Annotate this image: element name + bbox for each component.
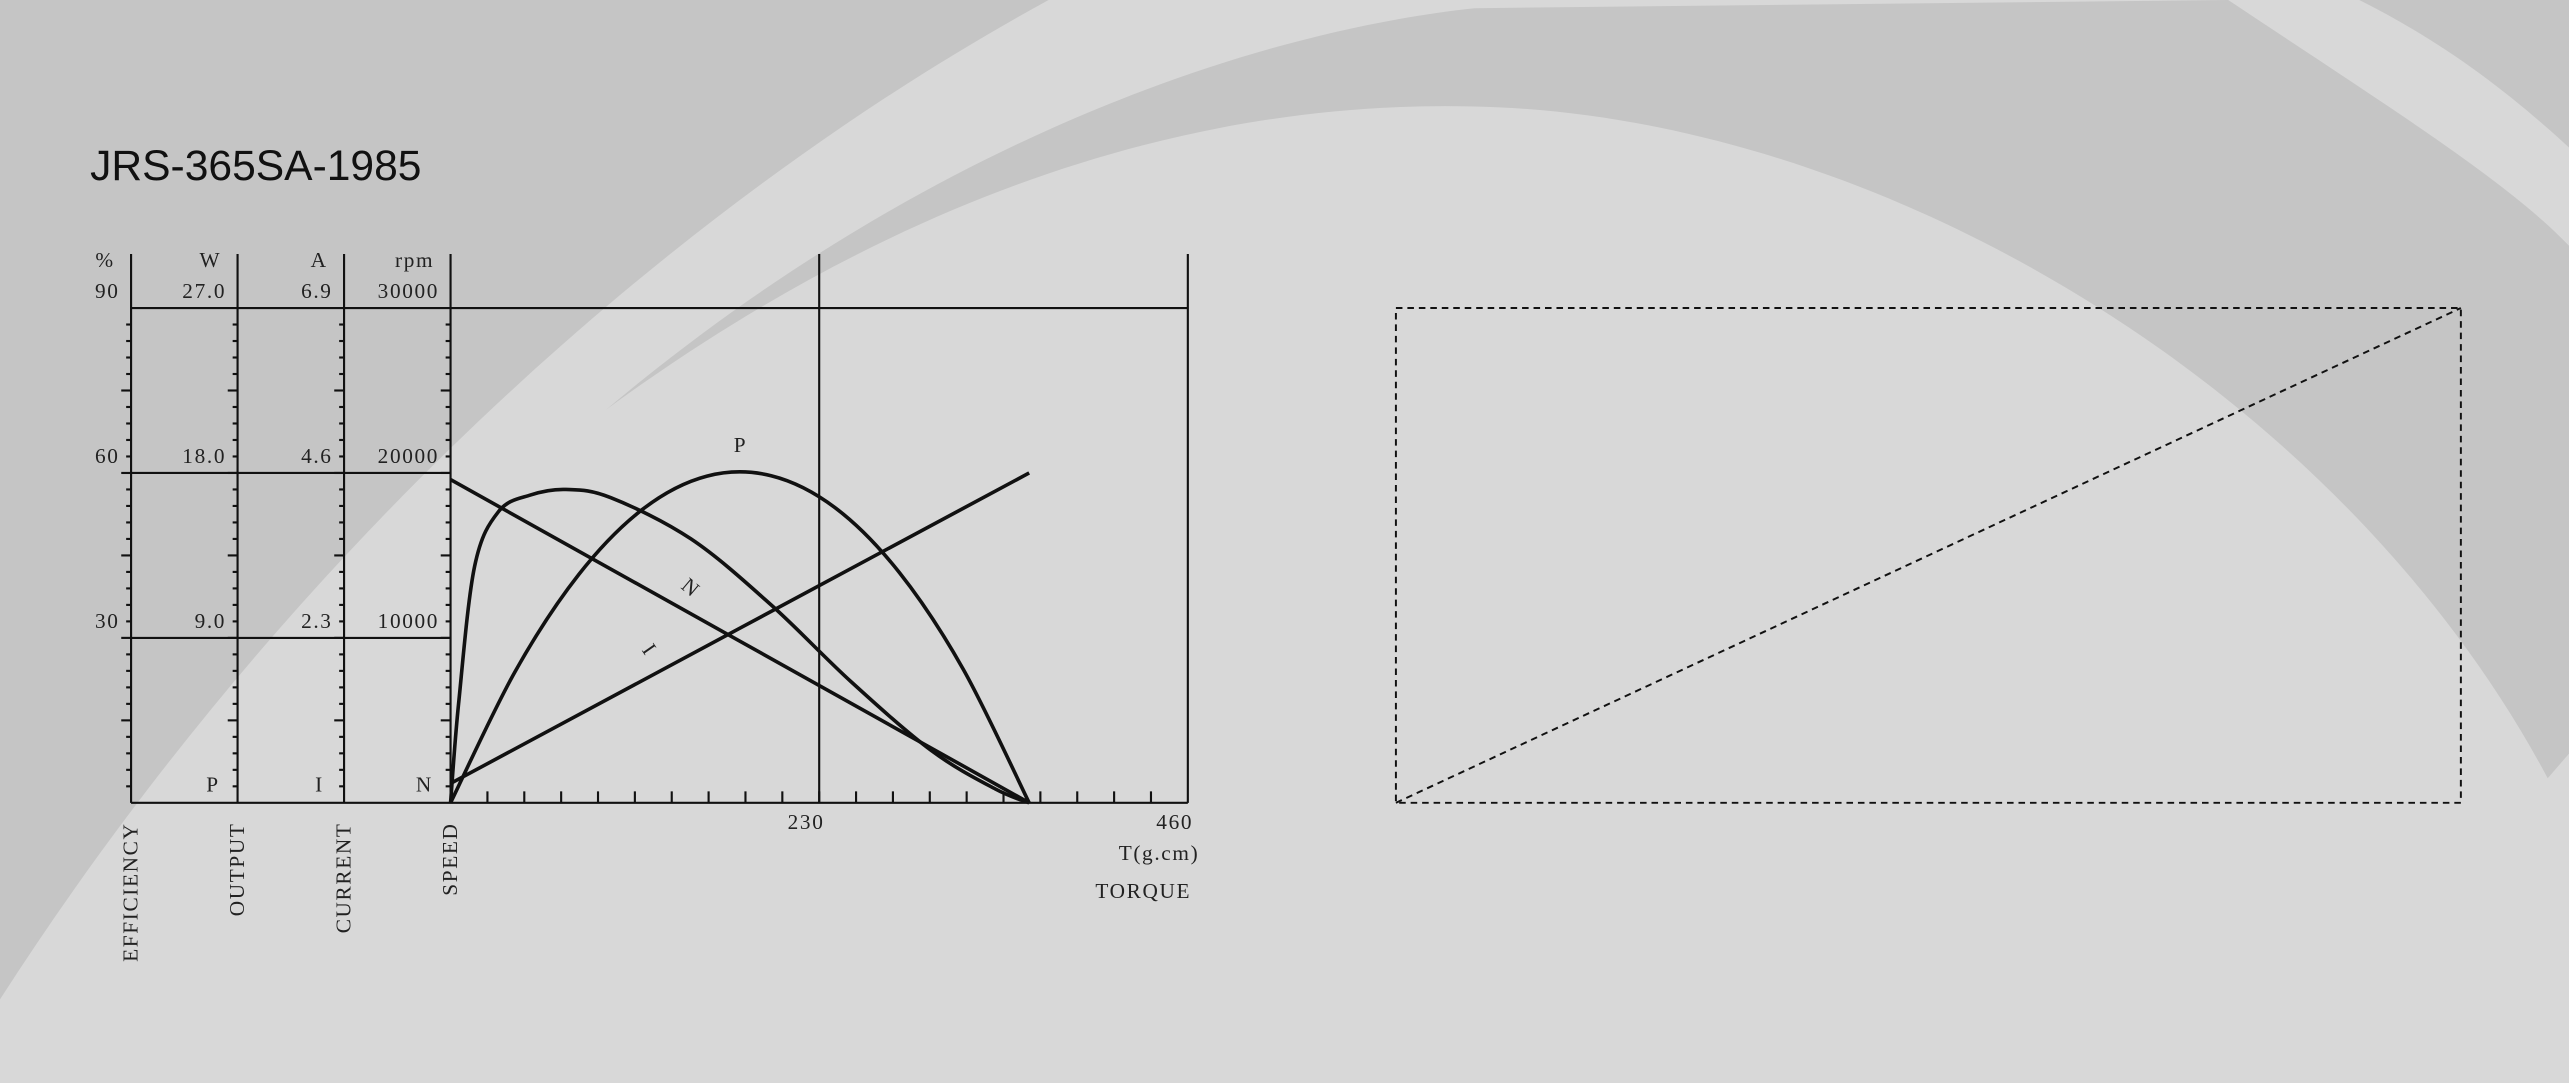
curve-label: P — [734, 433, 747, 457]
background-swoosh — [606, 0, 2569, 779]
y-tick-label: 27.0 — [182, 279, 226, 303]
y-tick-label: 10000 — [378, 609, 439, 633]
background-swoosh — [2359, 0, 2569, 148]
axis-symbol: N — [416, 772, 433, 796]
x-tick-label: 460 — [1156, 810, 1193, 834]
y-tick-label: 90 — [95, 279, 120, 303]
axis-unit: rpm — [395, 248, 434, 272]
axis-name: EFFICIENCY — [119, 822, 143, 961]
background-swoosh — [0, 0, 1049, 1000]
curve — [448, 470, 1031, 804]
y-tick-label: 18.0 — [182, 444, 226, 468]
axis-name: CURRENT — [332, 822, 356, 933]
axis-name: OUTPUT — [225, 822, 249, 916]
y-tick-label: 60 — [95, 444, 120, 468]
axis-symbol: P — [206, 772, 219, 796]
axis-symbol: I — [315, 772, 324, 796]
curve — [449, 471, 1031, 786]
axis-name: SPEED — [438, 822, 462, 895]
y-tick-label: 20000 — [378, 444, 439, 468]
image-placeholder — [1394, 307, 2462, 804]
x-axis-name: TORQUE — [1095, 879, 1191, 903]
placeholder-frame — [1394, 307, 2462, 804]
chart: % 30 60 90 EFFICIENCY W 9.0 18.0 27.0 OUTPUT A 2.3 4… — [95, 248, 1200, 962]
curve — [449, 477, 1031, 805]
y-tick-label: 2.3 — [301, 609, 333, 633]
y-tick-label: 6.9 — [301, 279, 333, 303]
title: JRS-365SA-1985 — [90, 142, 421, 190]
axis-unit: A — [311, 248, 328, 272]
axis-unit: % — [95, 248, 114, 272]
x-tick-label: 230 — [788, 810, 825, 834]
y-tick-label: 30000 — [378, 279, 439, 303]
y-tick-label: 30 — [95, 609, 120, 633]
placeholder-diagonal — [1395, 307, 2462, 804]
y-tick-label: 9.0 — [195, 609, 227, 633]
y-tick-label: 4.6 — [301, 444, 333, 468]
axis-unit: W — [199, 248, 221, 272]
x-axis-label: T(g.cm) — [1119, 841, 1200, 865]
